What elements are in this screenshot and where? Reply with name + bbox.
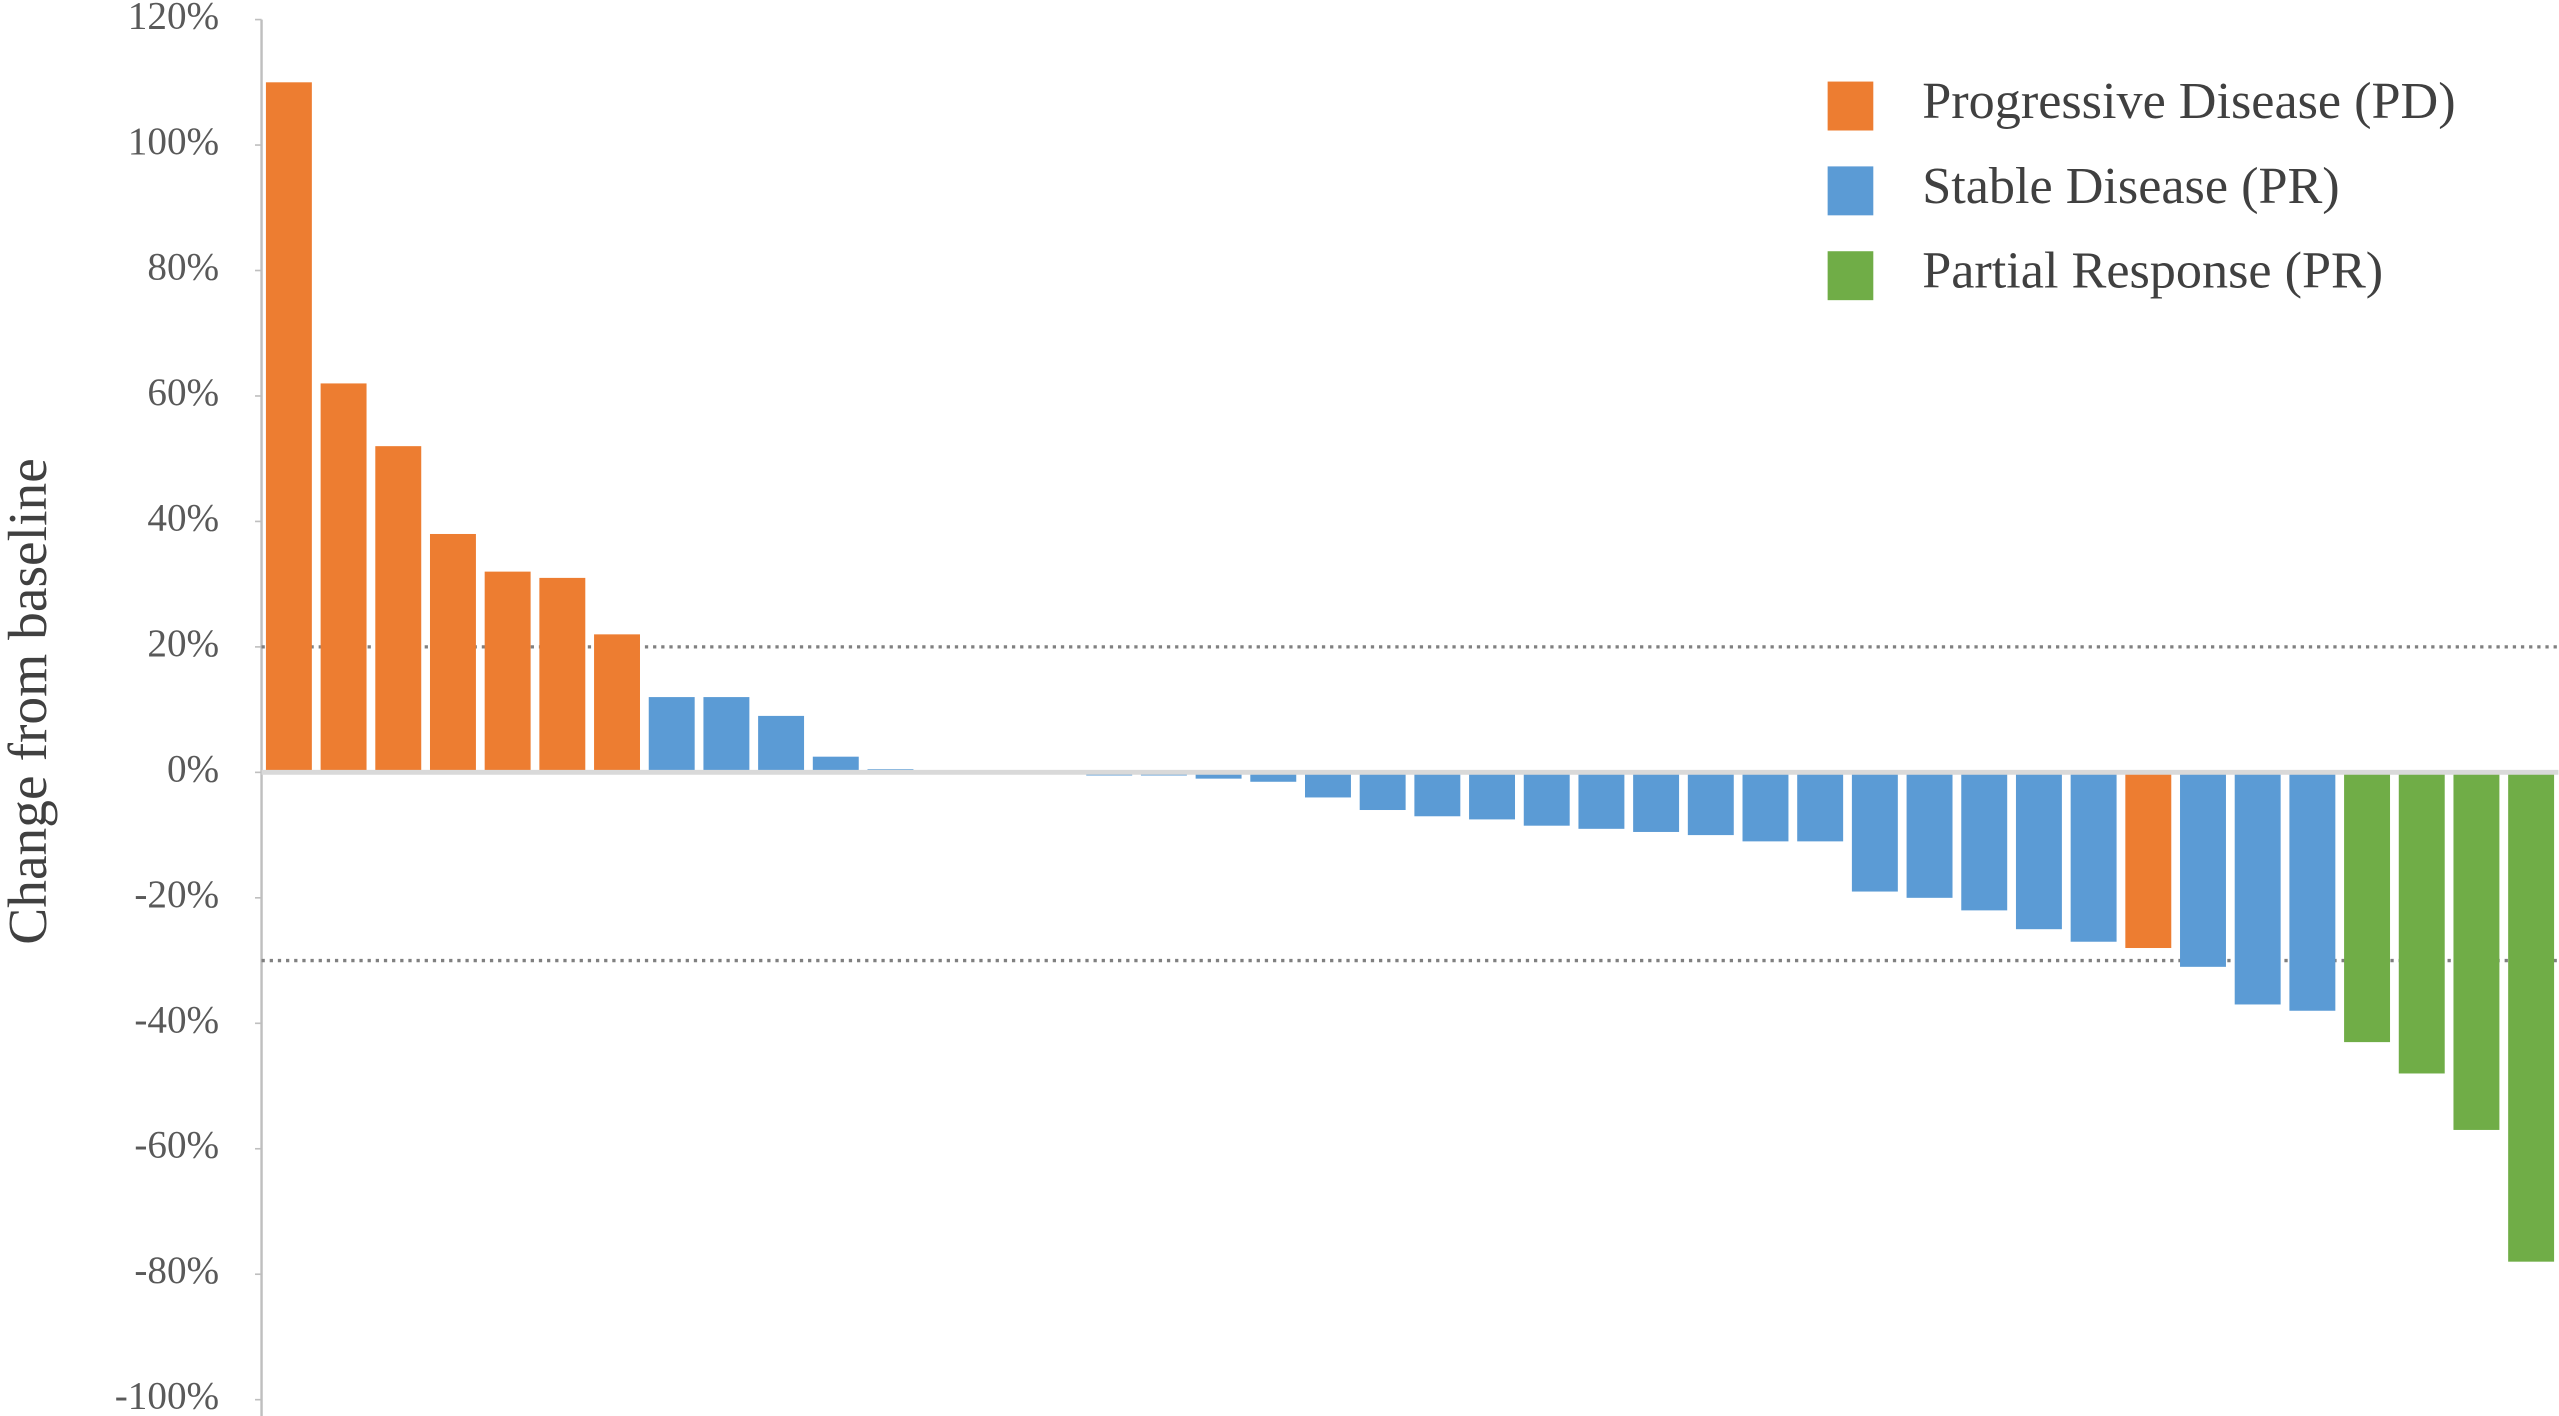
bar bbox=[1633, 772, 1680, 832]
bar bbox=[1742, 772, 1789, 842]
bar bbox=[1250, 772, 1297, 782]
bar bbox=[1578, 772, 1625, 829]
bar bbox=[1414, 772, 1461, 817]
bar bbox=[2398, 772, 2445, 1074]
legend-label: Stable Disease (PR) bbox=[1922, 157, 2339, 215]
bar bbox=[2070, 772, 2117, 942]
bar bbox=[2015, 772, 2062, 930]
bar bbox=[429, 533, 476, 773]
y-tick-label: 120% bbox=[128, 0, 219, 38]
bar bbox=[1359, 772, 1406, 811]
bar bbox=[2289, 772, 2336, 1011]
bar bbox=[320, 383, 367, 773]
bar bbox=[758, 715, 805, 773]
bar bbox=[594, 634, 640, 773]
y-tick-label: -20% bbox=[134, 873, 219, 916]
bar bbox=[2344, 772, 2391, 1043]
bar bbox=[2453, 772, 2500, 1130]
bar bbox=[1523, 772, 1570, 826]
y-tick-label: 0% bbox=[167, 747, 219, 790]
y-tick-label: 80% bbox=[147, 245, 219, 288]
y-axis-title: Change from baseline bbox=[0, 458, 58, 945]
bar bbox=[484, 571, 531, 773]
y-tick-label: 20% bbox=[147, 622, 219, 665]
bar bbox=[703, 697, 750, 773]
bar bbox=[1851, 772, 1898, 892]
bar bbox=[2508, 772, 2555, 1262]
bar bbox=[1961, 772, 2008, 911]
bar bbox=[375, 446, 422, 773]
bar bbox=[539, 577, 586, 773]
legend-swatch bbox=[1827, 251, 1874, 301]
y-tick-label: -100% bbox=[115, 1375, 219, 1416]
bar bbox=[648, 697, 695, 773]
legend-swatch bbox=[1827, 166, 1874, 216]
bar bbox=[1906, 772, 1953, 898]
y-tick-label: -80% bbox=[134, 1249, 219, 1292]
y-tick-label: 100% bbox=[128, 120, 219, 163]
bar bbox=[1195, 772, 1242, 779]
bar bbox=[2125, 772, 2172, 949]
y-tick-label: 40% bbox=[147, 496, 219, 539]
legend-label: Partial Response (PR) bbox=[1922, 242, 2383, 300]
legend-label: Progressive Disease (PD) bbox=[1922, 72, 2455, 130]
bar bbox=[2234, 772, 2281, 1005]
y-tick-label: 60% bbox=[147, 371, 219, 414]
bar bbox=[265, 82, 312, 773]
y-tick-label: -60% bbox=[134, 1124, 219, 1167]
bar bbox=[1687, 772, 1734, 836]
bar bbox=[1469, 772, 1516, 820]
bar bbox=[1305, 772, 1351, 798]
bar bbox=[812, 756, 859, 773]
bar bbox=[2180, 772, 2226, 967]
legend-swatch bbox=[1827, 81, 1874, 131]
y-tick-label: -40% bbox=[134, 998, 219, 1041]
bar bbox=[1797, 772, 1844, 842]
